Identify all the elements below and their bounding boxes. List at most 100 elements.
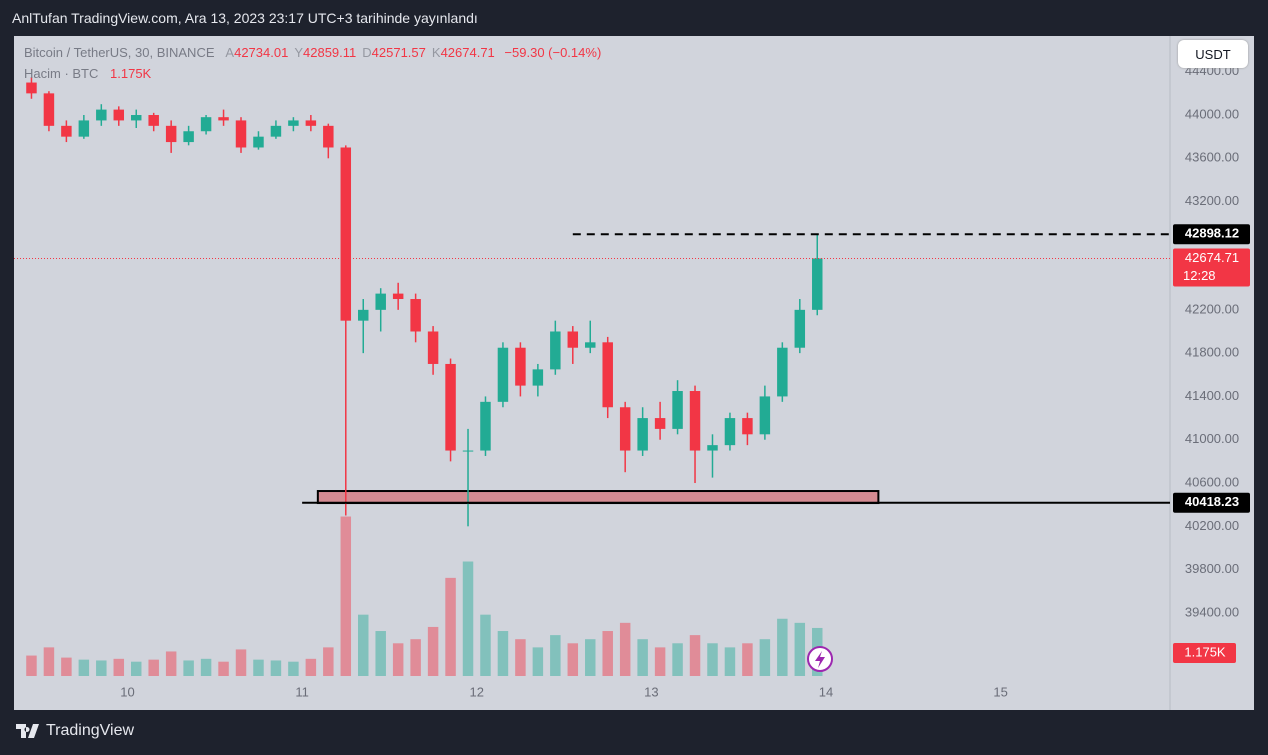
candle-body [585,342,596,348]
volume-bar [480,614,491,676]
candle-body [410,299,421,332]
candle-body [550,331,561,370]
volume-bar [427,626,439,676]
volume-bar [130,661,142,676]
price-label: 42898.12 [1185,226,1239,241]
candle-body [724,418,736,446]
y-tick-label: 39800.00 [1185,561,1239,576]
candle-body [619,407,631,451]
brand: TradingView [16,722,134,740]
x-tick-label: 14 [819,684,833,699]
candle-body [392,293,404,300]
volume-bar [113,658,125,676]
ohlc-value: 42571.57 [372,45,426,60]
volume-bar [550,635,561,676]
y-tick-label: 42200.00 [1185,301,1239,316]
candle-body [497,347,509,402]
volume-bar [78,659,90,676]
y-tick-label: 41400.00 [1185,388,1239,403]
volume-bar [165,651,177,676]
candle-body [113,109,125,121]
current-price-label: 42674.71 [1185,250,1239,265]
candle-body [200,117,212,132]
candle-body [78,120,90,137]
volume-bar [200,658,212,676]
ohlc-key: K [432,45,441,60]
volume-bar [410,639,421,676]
ohlc-value: 42734.01 [234,45,288,60]
candle-body [288,120,299,126]
change: −59.30 (−0.14%) [504,45,601,60]
event-icon-bolt [815,651,825,668]
plot [26,77,880,676]
y-tick-label: 41000.00 [1185,431,1239,446]
volume-bar [619,622,631,676]
candle-body [742,418,753,435]
volume-bar [340,516,352,676]
volume-bar [305,658,317,676]
candle-body [253,136,264,148]
y-tick-label: 41800.00 [1185,345,1239,360]
candle-body [130,115,142,121]
candle-body [165,125,177,143]
volume-bar [497,631,509,676]
volume-bar [392,643,404,676]
volume-bar [654,647,666,676]
ohlc-key: A [225,45,234,60]
ohlc-value: 42859.11 [303,45,356,60]
candle-body [759,396,771,435]
currency-button[interactable]: USDT [1178,40,1248,68]
volume-value: 1.175K [110,66,152,81]
ohlc-key: D [362,45,371,60]
volume-bar [672,643,683,676]
volume-bar [445,577,456,676]
volume-bar [288,661,299,676]
candle-body [323,125,334,148]
x-tick-label: 13 [644,684,658,699]
volume-bar [794,622,806,676]
candle-body [777,347,788,397]
price-label-box [1173,224,1250,245]
volume-label: Hacim · BTC [24,66,98,81]
candle-body [148,115,159,126]
volume-bar [585,639,596,676]
volume-bar [183,660,194,676]
volume-bar [689,635,701,676]
candle-body [358,309,369,321]
candle-body [427,331,439,364]
volume-bar [358,614,369,676]
current-price-box [1173,248,1250,287]
x-tick-label: 11 [295,684,309,699]
volume-legend: Hacim · BTC 1.175K [24,66,152,81]
x-tick-label: 10 [120,684,134,699]
volume-bar [707,643,718,676]
countdown: 12:28 [1183,268,1216,283]
volume-bar [462,561,474,676]
volume-bar [253,659,264,676]
y-tick-label: 40600.00 [1185,474,1239,489]
volume-bar [270,660,282,676]
candle-body [689,391,701,451]
candle-body [340,147,352,321]
candle-body [654,418,666,429]
volume-bar [567,643,579,676]
volume-label-box [1173,643,1236,663]
volume-bar [43,647,55,676]
volume-bar [532,647,544,676]
volume-bar [742,643,753,676]
candle-body [480,401,491,451]
volume-bar [218,661,229,676]
ohlc-legend: Bitcoin / TetherUS, 30, BINANCE A42734.0… [24,45,601,60]
volume-bar [759,639,771,676]
candle-body [532,369,544,386]
price-label: 40418.23 [1185,494,1239,509]
volume-bar [724,647,736,676]
candle-body [218,117,229,121]
candle-body [445,363,456,451]
candle-body [96,109,107,121]
candle-body [270,125,282,137]
volume-bar [602,631,613,676]
y-tick-label: 40200.00 [1185,518,1239,533]
